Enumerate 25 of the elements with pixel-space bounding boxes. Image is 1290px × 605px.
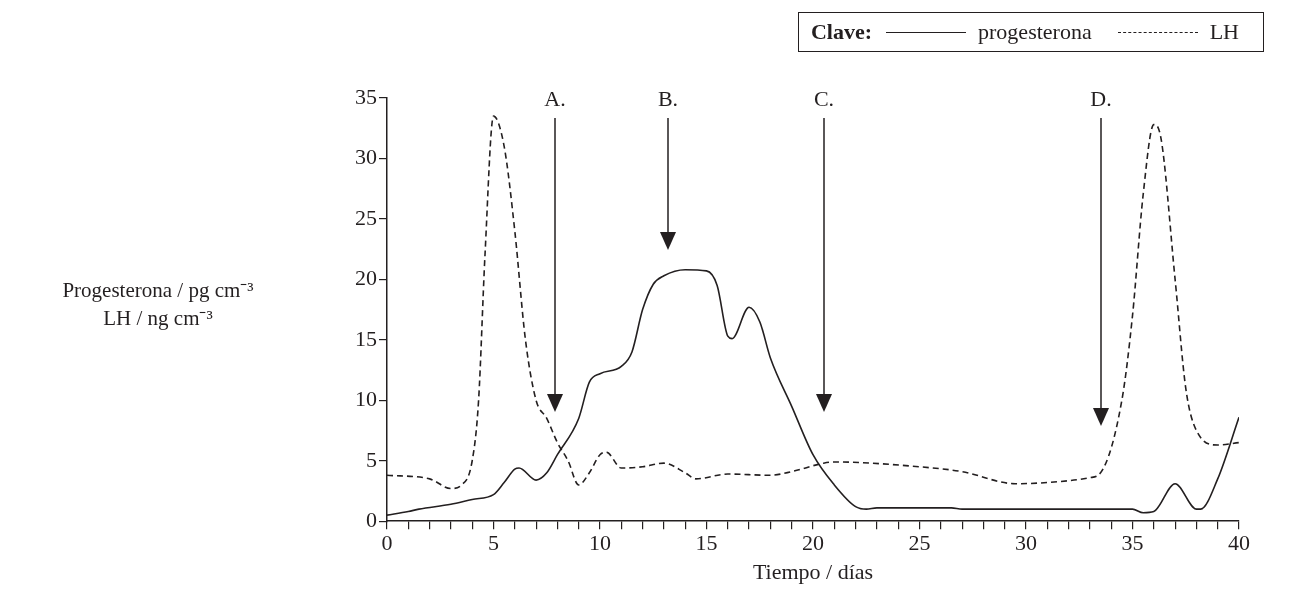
annotation: A. xyxy=(543,86,567,112)
y-tick-label: 15 xyxy=(355,325,377,351)
x-tick-label: 25 xyxy=(908,530,931,556)
annotation: D. xyxy=(1089,86,1113,112)
x-tick-label: 10 xyxy=(589,530,611,556)
x-tick-label: 40 xyxy=(1228,530,1250,556)
y-axis-title: Progesterona / pg cm⁻³ LH / ng cm⁻³ xyxy=(61,277,255,332)
y-tick-label: 0 xyxy=(366,506,377,532)
y-tick-label: 10 xyxy=(355,386,377,412)
y-tick-label: 20 xyxy=(355,265,377,291)
legend-title: Clave: xyxy=(810,19,873,45)
x-tick-label: 30 xyxy=(1015,530,1037,556)
y-tick-label: 25 xyxy=(355,204,377,230)
annotation: B. xyxy=(656,86,680,112)
x-axis-title: Tiempo / días xyxy=(752,558,874,584)
annotation: C. xyxy=(812,86,836,112)
x-tick-label: 35 xyxy=(1121,530,1144,556)
y-tick-label: 35 xyxy=(355,83,377,109)
x-tick-label: 20 xyxy=(802,530,824,556)
x-tick-label: 15 xyxy=(695,530,718,556)
y-tick-label: 30 xyxy=(355,144,377,170)
legend-label: LH xyxy=(1209,19,1239,45)
legend-label: progesterona xyxy=(978,19,1092,45)
y-tick-label: 5 xyxy=(366,446,377,472)
x-tick-label: 5 xyxy=(488,530,499,556)
